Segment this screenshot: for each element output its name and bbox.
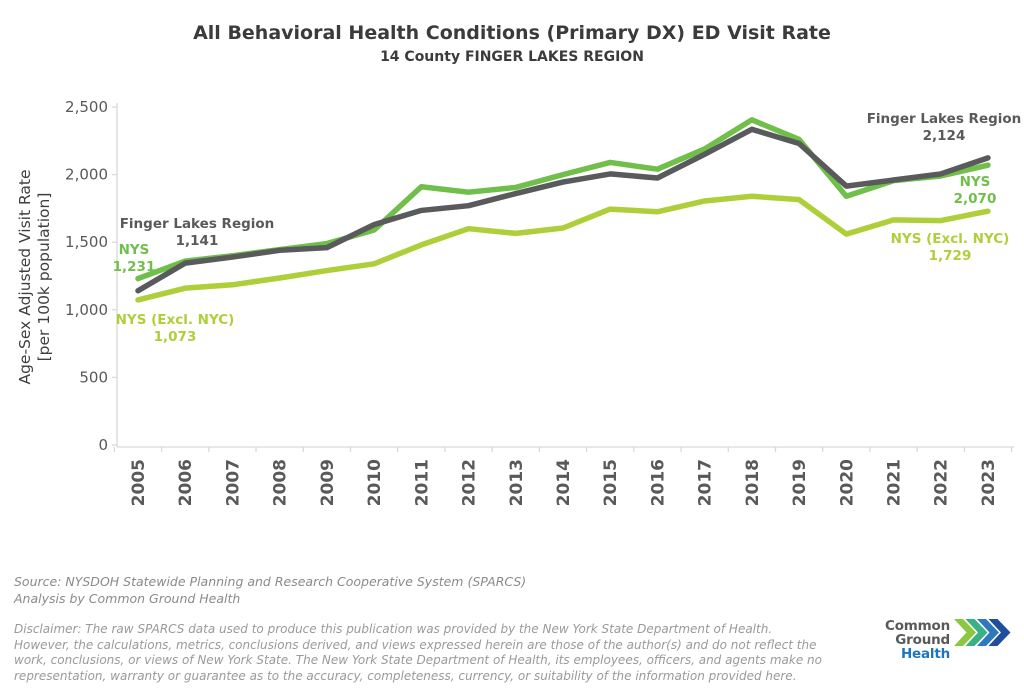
series-value: 2,070 bbox=[954, 191, 997, 207]
x-tick-label: 2020 bbox=[837, 459, 857, 506]
y-tick-label: 2,000 bbox=[65, 166, 108, 184]
source-text-line2: Analysis by Common Ground Health bbox=[14, 591, 241, 606]
disclaimer-line: representation, warranty or guarantee as… bbox=[14, 668, 797, 683]
x-tick-label: 2021 bbox=[885, 459, 905, 506]
series-value: 1,729 bbox=[929, 248, 972, 264]
series-label: NYS bbox=[119, 242, 150, 258]
logo-text: Common Ground Health bbox=[836, 619, 950, 661]
x-tick-label: 2009 bbox=[318, 459, 338, 506]
series-line-nys-excl-nyc- bbox=[135, 193, 991, 303]
chevron-4 bbox=[988, 619, 1011, 646]
series-label: NYS (Excl. NYC) bbox=[116, 312, 235, 328]
logo-text-common-ground: Common Ground bbox=[884, 618, 950, 648]
logo-text-health: Health bbox=[900, 646, 950, 662]
chart-subtitle: 14 County FINGER LAKES REGION bbox=[380, 49, 644, 65]
line-chart: 0 500 1,000 1,500 2,000 2,500 2005 2006 2007 2008… bbox=[16, 98, 1022, 506]
x-tick-label: 2005 bbox=[129, 459, 149, 506]
series-line-finger-lakes-region bbox=[135, 126, 991, 294]
x-tick-label: 2016 bbox=[648, 459, 668, 506]
y-tick-label: 500 bbox=[79, 368, 108, 386]
x-tick-label: 2008 bbox=[271, 459, 291, 506]
y-tick-label: 1,500 bbox=[65, 233, 108, 251]
x-tick-label: 2014 bbox=[554, 459, 574, 506]
y-tick-label: 0 bbox=[98, 436, 108, 454]
x-tick-label: 2022 bbox=[932, 459, 952, 506]
series-label: NYS (Excl. NYC) bbox=[891, 231, 1010, 247]
x-tick-label: 2013 bbox=[507, 459, 527, 506]
y-tick-label: 2,500 bbox=[65, 98, 108, 116]
chevron-3 bbox=[977, 619, 999, 646]
x-tick-label: 2019 bbox=[790, 459, 810, 506]
series-label: Finger Lakes Region bbox=[120, 216, 275, 232]
series-value: 1,231 bbox=[113, 259, 156, 275]
x-tick-label: 2017 bbox=[696, 459, 716, 506]
x-tick-label: 2007 bbox=[223, 459, 243, 506]
chart-title: All Behavioral Health Conditions (Primar… bbox=[193, 22, 831, 44]
series-value: 1,073 bbox=[154, 329, 197, 345]
source-text-line1: Source: NYSDOH Statewide Planning and Re… bbox=[14, 574, 527, 589]
x-tick-label: 2011 bbox=[412, 459, 432, 506]
disclaimer-line: Disclaimer: The raw SPARCS data used to … bbox=[14, 622, 773, 636]
x-tick-label: 2023 bbox=[979, 459, 999, 506]
chevron-2 bbox=[965, 619, 988, 646]
y-tick-label: 1,000 bbox=[65, 301, 108, 319]
x-tick-label: 2010 bbox=[365, 459, 385, 506]
x-tick-label: 2015 bbox=[601, 459, 621, 506]
series-label: Finger Lakes Region bbox=[867, 111, 1022, 127]
x-tick-label: 2012 bbox=[460, 459, 480, 506]
disclaimer-text: Disclaimer: The raw SPARCS data used to … bbox=[14, 622, 822, 684]
disclaimer-line: However, the calculations, metrics, conc… bbox=[14, 637, 817, 652]
disclaimer-line: work, conclusions, or views of New York … bbox=[14, 653, 822, 667]
x-tick-label: 2006 bbox=[176, 459, 196, 506]
common-ground-health-logo: Common Ground Health bbox=[836, 615, 1012, 661]
series-value: 1,141 bbox=[176, 233, 219, 249]
series-label: NYS bbox=[960, 174, 991, 190]
chevron-1 bbox=[954, 619, 976, 646]
y-axis-title: Age-Sex Adjusted Visit Rate[per 100k pop… bbox=[16, 169, 53, 384]
series-value: 2,124 bbox=[923, 128, 966, 144]
chevrons-icon bbox=[954, 619, 1011, 646]
x-tick-label: 2018 bbox=[743, 459, 763, 506]
